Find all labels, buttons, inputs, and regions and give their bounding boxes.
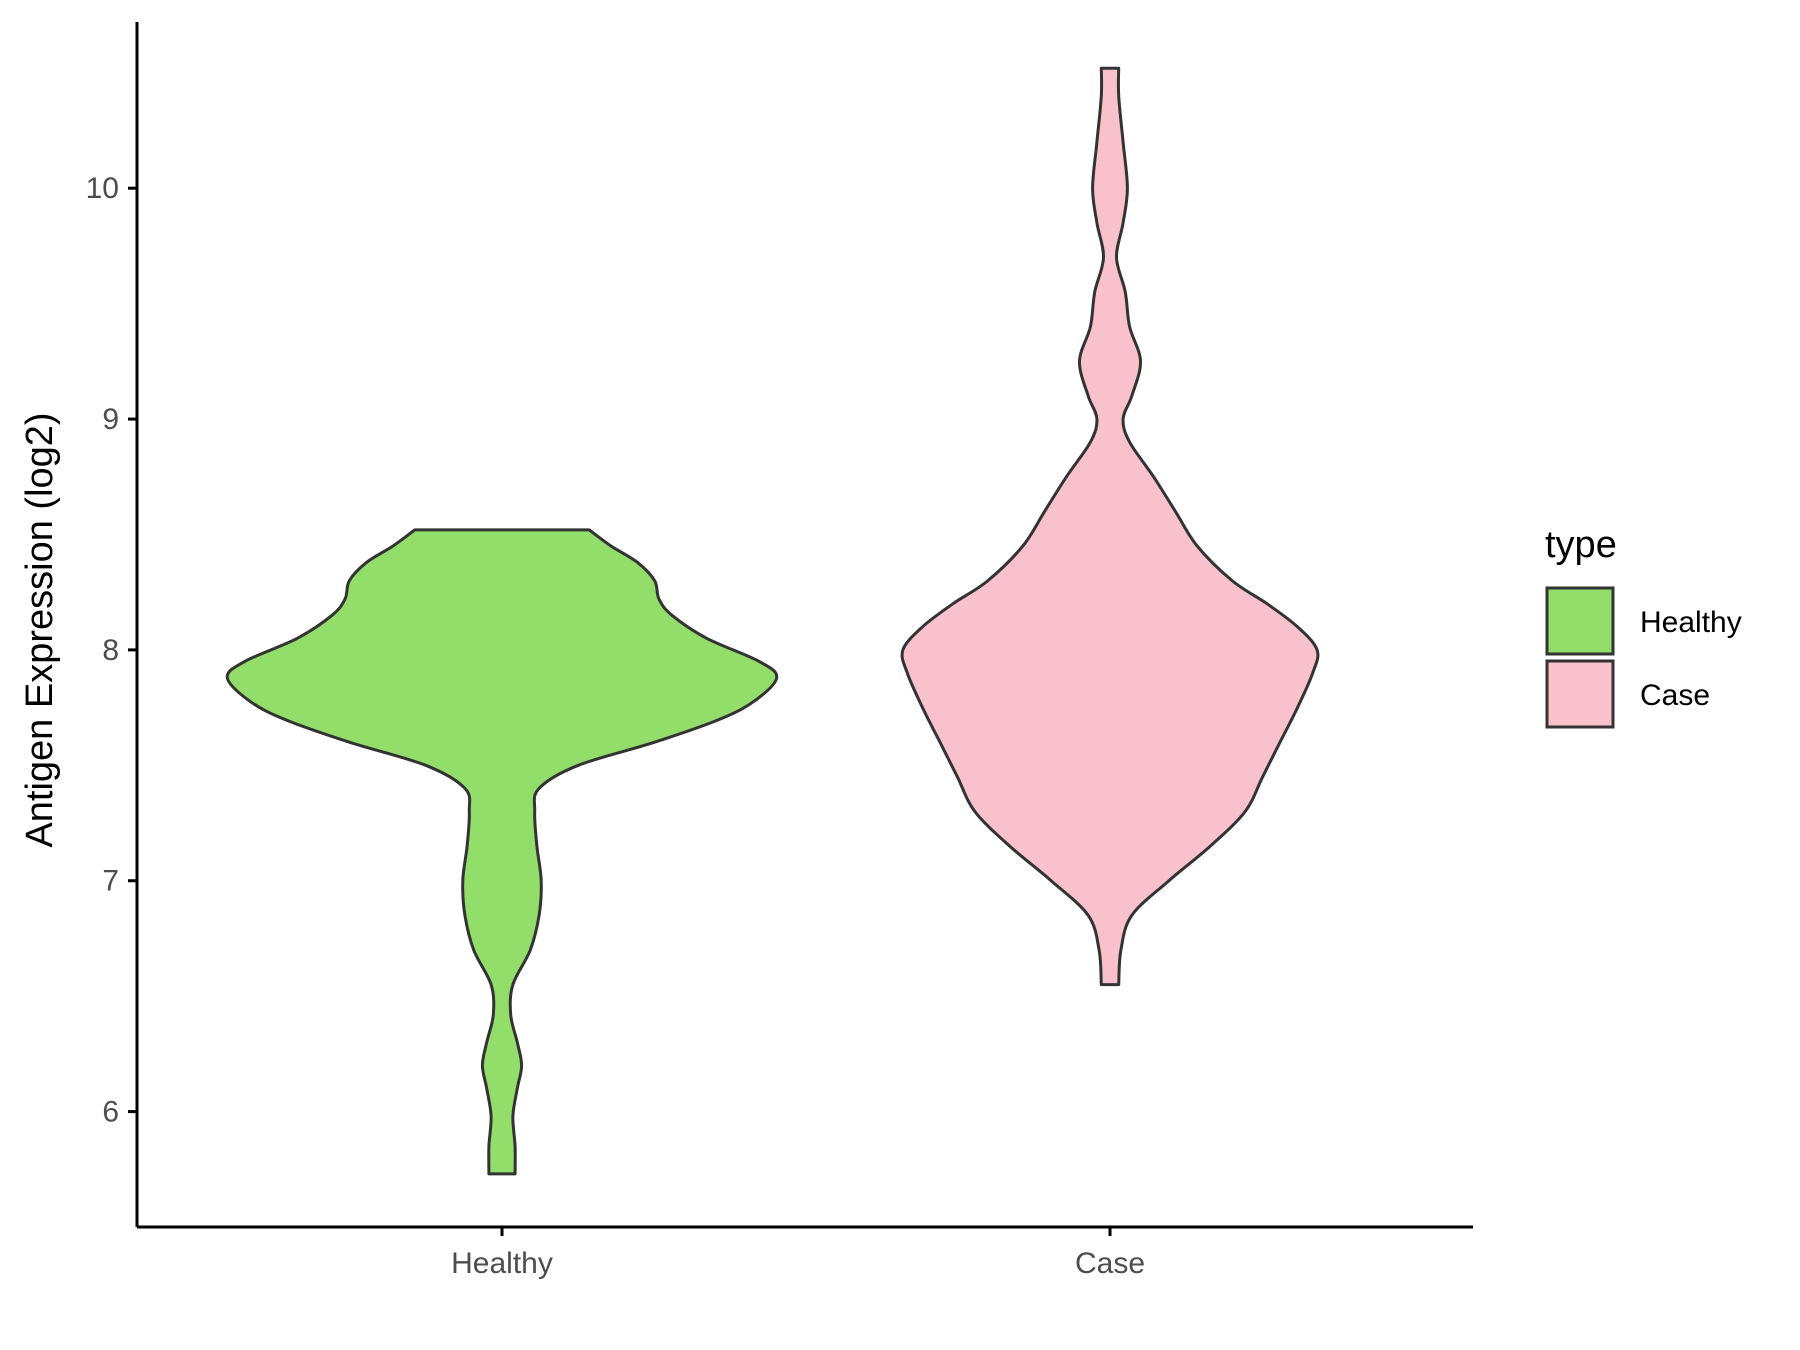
legend-items: Healthy Case [1545, 586, 1742, 729]
axes: 6 7 8 9 10 Healthy Case [86, 22, 1473, 1280]
x-tick-label: Healthy [451, 1247, 553, 1280]
legend: type Healthy Case [1545, 524, 1742, 729]
legend-title: type [1545, 524, 1617, 566]
violins [225, 66, 1320, 1176]
y-tick-label: 6 [102, 1096, 119, 1129]
y-tick-label: 8 [102, 634, 119, 667]
y-ticks: 6 7 8 9 10 [86, 172, 137, 1129]
legend-label-healthy: Healthy [1640, 606, 1742, 639]
violin-healthy [225, 528, 779, 1176]
y-axis-title: Antigen Expression (log2) [19, 412, 61, 847]
y-tick-label: 9 [102, 403, 119, 436]
y-tick-label: 7 [102, 865, 119, 898]
x-tick-label: Case [1075, 1247, 1145, 1280]
violin-case [900, 66, 1320, 987]
legend-key-case [1545, 659, 1615, 729]
legend-key-healthy [1545, 586, 1615, 656]
x-ticks: Healthy Case [451, 1227, 1145, 1280]
legend-label-case: Case [1640, 679, 1710, 712]
y-tick-label: 10 [86, 172, 119, 205]
